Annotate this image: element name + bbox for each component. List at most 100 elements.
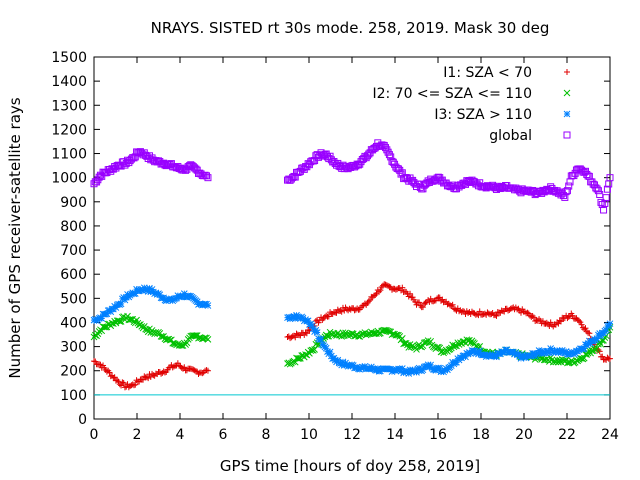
data-point [385,282,392,289]
data-point [103,368,110,375]
data-point [367,297,374,304]
y-tick-label: 100 [60,388,87,404]
data-point [433,344,441,351]
data-point [106,369,113,376]
data-point [485,310,492,317]
data-point [170,363,177,370]
data-point [580,345,588,352]
data-point [190,366,197,373]
data-point [564,359,571,367]
data-point [399,284,406,291]
data-point [92,358,99,365]
legend-label: I2: 70 <= SZA <= 110 [372,86,532,102]
data-point [100,323,108,331]
data-point [422,299,429,306]
x-tick-label: 8 [262,427,271,443]
data-point [565,313,572,320]
data-point [427,337,435,345]
y-tick-label: 500 [60,291,87,307]
data-point [447,302,454,309]
data-point [494,309,501,316]
data-point [110,374,117,381]
data-point [119,379,126,386]
legend: I1: SZA < 70 I2: 70 <= SZA <= 110 I3: SZA … [372,65,571,144]
y-tick-label: 300 [60,340,87,356]
data-point [160,368,167,375]
data-point [97,361,104,368]
data-point [572,315,579,322]
data-point [372,292,379,299]
data-point [524,309,531,316]
y-axis: 0 100 200 300 400 500 600 700 800 900 1000 1100 1200… [51,50,610,428]
data-point [181,364,188,371]
legend-marker [563,89,571,97]
data-point [400,340,407,348]
series-0 [91,281,613,391]
data-point [488,311,495,318]
data-point [317,335,325,343]
data-point [178,364,185,371]
x-tick-label: 12 [343,427,361,443]
data-point [448,302,455,309]
data-point [563,187,571,195]
data-point [323,312,330,319]
data-point [204,302,212,309]
data-point [294,355,302,362]
data-point [116,318,124,325]
data-point [409,294,416,301]
data-point [606,174,614,182]
data-point [514,306,521,313]
data-point [313,329,321,336]
data-point [438,297,445,304]
data-point [204,174,212,182]
data-point [493,312,500,319]
series-group [90,139,614,391]
data-point [133,377,140,384]
data-point [297,332,304,339]
data-point [597,198,605,206]
data-point [426,298,433,305]
x-tick-label: 24 [601,427,619,443]
data-point [111,374,118,381]
data-point [361,300,368,307]
data-point [386,283,393,290]
x-tick-label: 4 [176,427,185,443]
y-tick-label: 1000 [51,171,87,187]
data-point [556,317,563,324]
data-point [334,306,341,313]
data-point [462,310,469,317]
data-point [434,295,441,302]
x-tick-label: 18 [472,427,490,443]
data-point [325,313,332,320]
data-point [430,298,437,305]
y-tick-label: 1400 [51,74,87,90]
legend-label: global [489,128,532,144]
data-point [377,287,384,294]
data-point [204,367,211,374]
chart-title: NRAYS. SISTED rt 30s mode. 258, 2019. Ma… [151,19,550,37]
data-point [530,314,537,321]
data-point [303,330,310,337]
data-point [195,371,202,378]
series-3 [90,139,614,214]
data-point [557,318,564,325]
data-point [444,301,451,308]
data-point [112,377,119,384]
data-point [480,311,487,318]
data-point [320,315,327,322]
data-point [413,346,420,353]
x-tick-label: 0 [90,427,99,443]
data-point [292,334,299,341]
data-point [603,185,611,193]
data-point [326,348,334,356]
data-point [597,340,605,348]
data-point [594,187,602,195]
data-point [204,336,212,343]
data-point [476,308,483,315]
data-point [141,373,148,380]
data-point [382,281,389,288]
data-point [508,305,515,312]
data-point [580,354,588,362]
data-point [565,182,573,190]
data-point [302,329,309,336]
